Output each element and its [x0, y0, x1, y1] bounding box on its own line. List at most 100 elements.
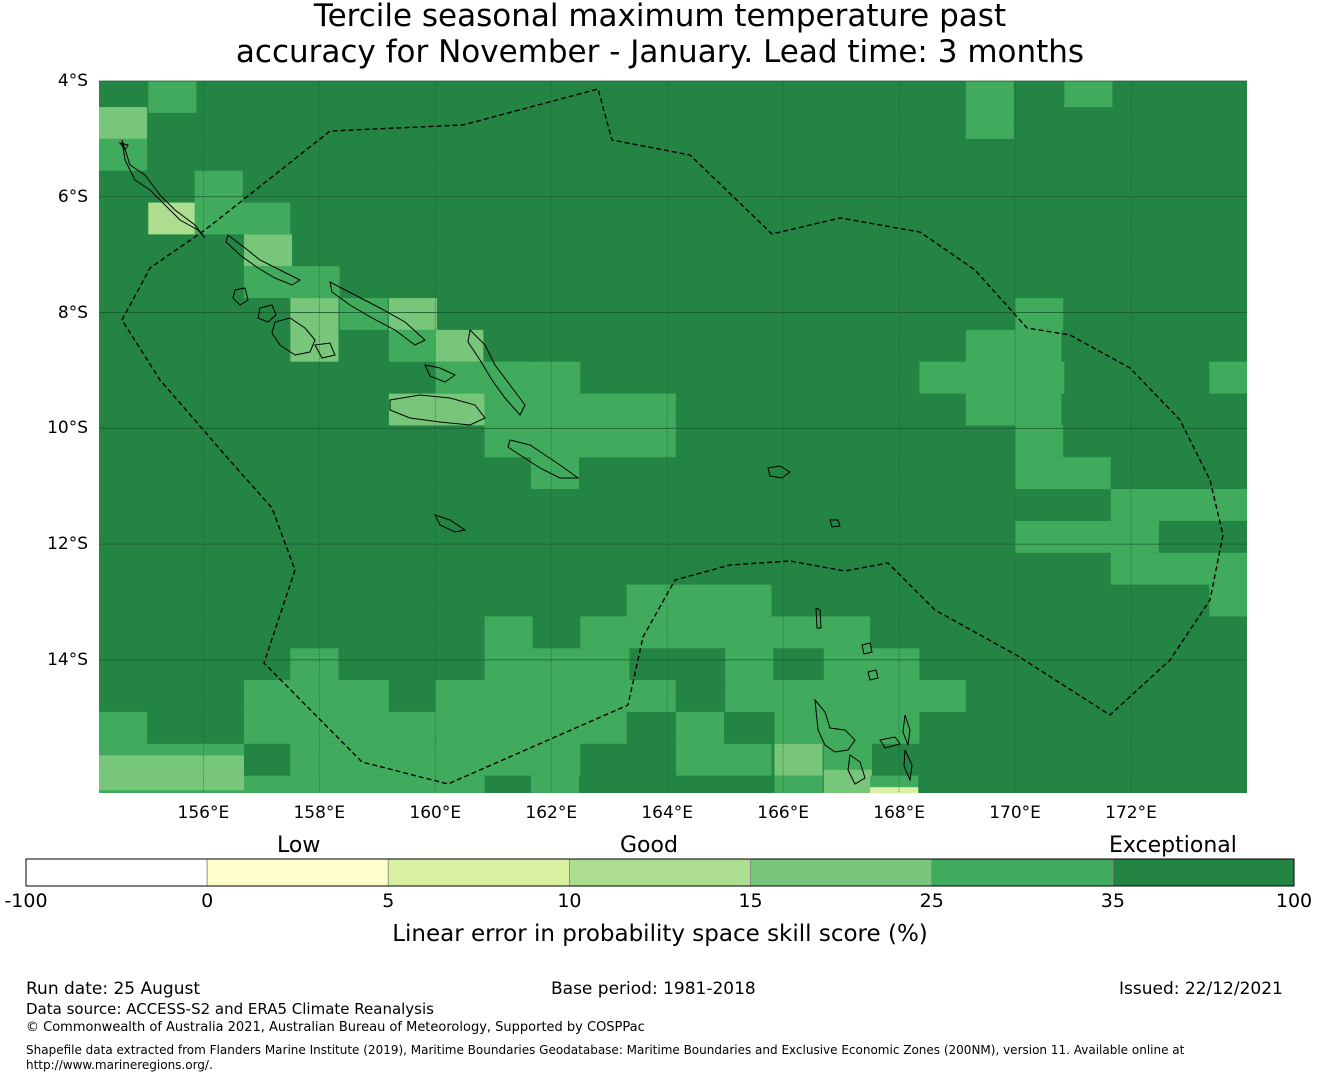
- skill-cell: [626, 584, 772, 617]
- island-florida: [424, 364, 456, 383]
- skill-cell: [290, 298, 339, 362]
- colorbar-segment: [931, 858, 1114, 887]
- island-vella-lavella: [232, 287, 249, 306]
- skill-cell: [484, 425, 676, 458]
- skill-cell: [243, 775, 485, 793]
- base-period: Base period: 1981-2018: [551, 979, 756, 999]
- island-santa-isabel: [329, 281, 426, 346]
- skill-cell: [965, 329, 1062, 362]
- lat-tick-label: 4°S: [57, 71, 88, 91]
- island-bougainville: [121, 139, 206, 239]
- run-date: Run date: 25 August: [26, 979, 200, 999]
- skill-cell: [965, 393, 1062, 426]
- coastlines: [118, 139, 913, 785]
- skill-cell: [1015, 457, 1111, 490]
- island-ambae: [879, 736, 901, 749]
- skill-grid: [99, 81, 1247, 793]
- skill-cell: [243, 234, 293, 267]
- island-malekula: [847, 754, 866, 785]
- skill-cell: [435, 680, 676, 712]
- skill-cell: [388, 393, 485, 426]
- skill-cell: [530, 775, 580, 793]
- skill-cell: [1110, 520, 1159, 553]
- skill-cell: [99, 107, 148, 139]
- skill-cell: [99, 755, 244, 791]
- island-maewo: [902, 714, 911, 746]
- lon-tick-label: 156°E: [177, 803, 230, 823]
- island-buka: [118, 142, 129, 151]
- lat-tick-label: 10°S: [47, 418, 88, 439]
- island-torres: [815, 607, 822, 629]
- island-kolombangara: [257, 304, 277, 323]
- island-rendova: [314, 342, 336, 359]
- lat-tick-label: 14°S: [47, 649, 88, 670]
- data-source: Data source: ACCESS-S2 and ERA5 Climate …: [26, 1000, 434, 1018]
- colorbar-segment: [387, 858, 570, 887]
- colorbar-segment: [206, 858, 389, 887]
- colorbar-segment: [25, 858, 208, 887]
- colorbar-category-exceptional: Exceptional: [1109, 833, 1237, 858]
- issued-date: Issued: 22/12/2021: [1119, 979, 1283, 999]
- lon-tick-label: 160°E: [409, 803, 462, 823]
- colorbar-segment: [569, 858, 751, 887]
- lat-tick-label: 6°S: [57, 186, 88, 207]
- lat-tick-label: 8°S: [57, 302, 88, 323]
- skill-cell: [1209, 361, 1247, 394]
- skill-cell: [1110, 552, 1247, 585]
- island-vanikoro: [829, 519, 841, 528]
- lon-tick-label: 158°E: [293, 803, 346, 823]
- colorbar-tick-label: -100: [4, 890, 48, 912]
- skill-cell: [823, 769, 872, 793]
- skill-cell: [148, 81, 197, 113]
- lon-tick-label: 162°E: [525, 803, 578, 823]
- skill-cell: [484, 648, 630, 681]
- skill-cell: [290, 648, 339, 681]
- skill-cell: [194, 170, 243, 203]
- skill-cell: [774, 775, 823, 793]
- colorbar-frame: [25, 858, 1295, 887]
- colorbar-category-low: Low: [277, 833, 321, 858]
- colorbar-label: Linear error in probability space skill …: [392, 921, 928, 947]
- skill-cell: [1064, 81, 1113, 108]
- chart-title-line-1: Tercile seasonal maximum temperature pas…: [313, 0, 1007, 34]
- copyright: © Commonwealth of Australia 2021, Austra…: [26, 1020, 645, 1035]
- colorbar-tick-label: 100: [1275, 890, 1313, 912]
- skill-cell: [580, 616, 871, 649]
- lon-tick-label: 168°E: [873, 803, 925, 823]
- skill-cell: [774, 743, 823, 776]
- eez-boundary-line: [121, 88, 1224, 785]
- graticule: [99, 80, 1247, 793]
- skill-cell: [484, 616, 533, 649]
- skill-cell: [1015, 425, 1064, 458]
- eez-boundary: [121, 88, 1224, 785]
- skill-cell: [919, 361, 1065, 394]
- lon-tick-label: 164°E: [641, 803, 694, 823]
- shapefile-credit-line-1: Shapefile data extracted from Flanders M…: [26, 1043, 1185, 1057]
- island-pentecost: [903, 749, 913, 782]
- lon-tick-label: 170°E: [989, 803, 1041, 823]
- colorbar-tick-label: 10: [557, 890, 582, 912]
- colorbar-tick-label: 15: [738, 890, 763, 912]
- colorbar-tick-label: 0: [201, 890, 214, 912]
- skill-cell: [1209, 584, 1247, 617]
- island-guadalcanal: [389, 394, 486, 426]
- skill-cell: [388, 329, 438, 362]
- lon-tick-label: 172°E: [1105, 803, 1157, 823]
- skill-cell: [243, 680, 389, 712]
- skill-cell: [243, 711, 436, 744]
- colorbar-tick-label: 35: [1100, 890, 1125, 912]
- lat-tick-label: 12°S: [47, 534, 88, 555]
- island-rennell: [434, 514, 467, 533]
- colorbar-segment: [750, 858, 933, 887]
- skill-cell: [870, 787, 919, 793]
- colorbar: [25, 858, 1295, 887]
- skill-cell: [435, 711, 627, 744]
- skill-cell: [388, 298, 438, 330]
- skill-cell: [484, 393, 676, 426]
- island-malaita: [467, 328, 526, 416]
- island-santa-cruz: [767, 465, 791, 479]
- skill-cell: [99, 711, 148, 744]
- skill-cell: [675, 743, 772, 776]
- island-banks: [861, 642, 873, 655]
- skill-cell: [774, 711, 920, 744]
